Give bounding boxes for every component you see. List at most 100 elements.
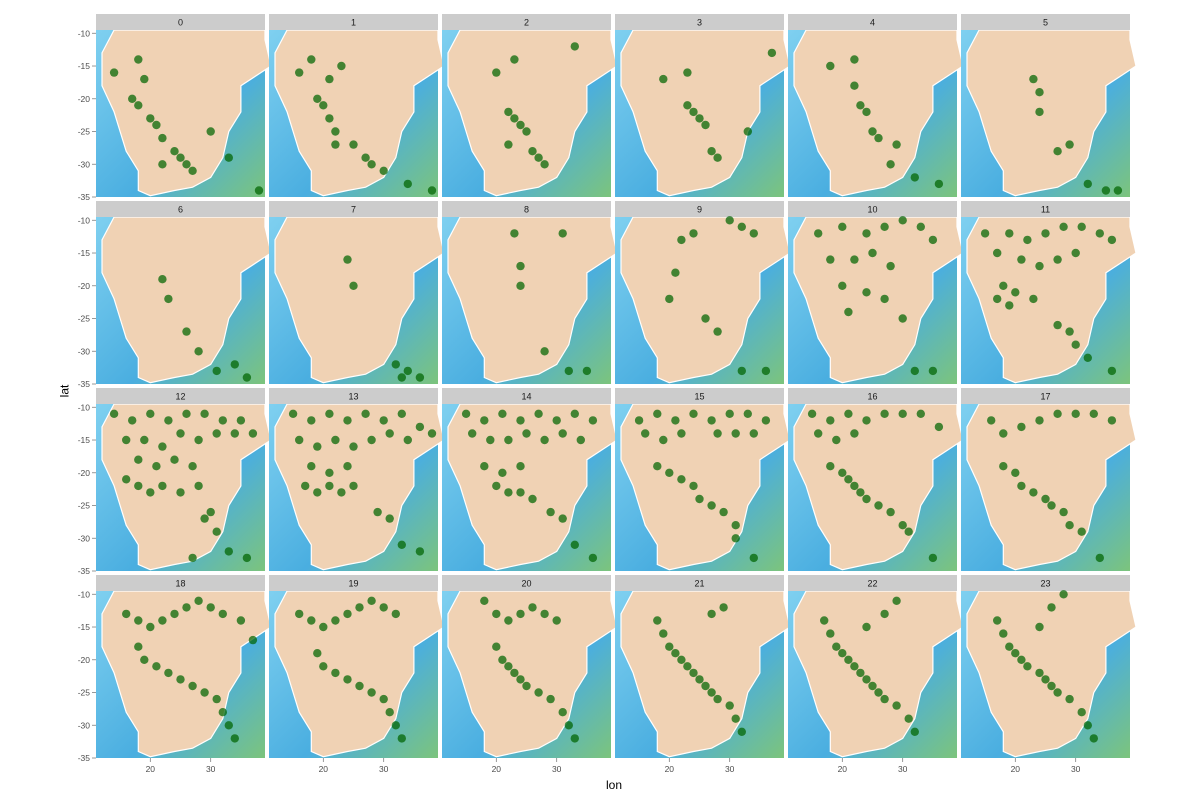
- facet-panel-0: 0: [96, 14, 272, 197]
- observation-point: [1035, 261, 1044, 271]
- observation-point: [856, 101, 865, 110]
- y-tick-label: -25: [78, 127, 91, 137]
- observation-point: [743, 409, 752, 418]
- observation-point: [862, 416, 871, 425]
- observation-point: [934, 422, 944, 432]
- observation-point: [904, 714, 913, 723]
- observation-point: [122, 475, 131, 484]
- observation-point: [164, 668, 173, 678]
- facet-strip: [442, 575, 611, 591]
- observation-point: [677, 655, 686, 664]
- observation-point: [504, 488, 513, 497]
- observation-point: [671, 416, 680, 425]
- observation-point: [707, 147, 716, 156]
- observation-point: [510, 55, 519, 64]
- observation-point: [1113, 186, 1123, 195]
- observation-point: [164, 294, 173, 304]
- land-mass: [793, 590, 964, 758]
- observation-point: [128, 416, 137, 425]
- observation-point: [1083, 721, 1093, 730]
- facet-strip-label: 23: [1040, 579, 1050, 589]
- observation-point: [807, 409, 817, 418]
- observation-point: [1041, 494, 1050, 504]
- x-axis-title: lon: [606, 778, 623, 792]
- observation-point: [814, 229, 823, 238]
- observation-point: [826, 629, 835, 638]
- y-tick-label: -25: [78, 688, 91, 698]
- observation-point: [385, 708, 394, 717]
- observation-point: [552, 616, 561, 625]
- observation-point: [886, 160, 895, 169]
- observation-point: [379, 166, 388, 175]
- observation-point: [1053, 320, 1062, 330]
- facet-strip: [788, 575, 957, 591]
- observation-point: [868, 127, 877, 136]
- facet-panel-5: 5: [961, 14, 1137, 197]
- observation-point: [212, 429, 221, 438]
- observation-point: [516, 261, 525, 271]
- observation-point: [850, 429, 859, 438]
- facet-strip-label: 5: [1043, 18, 1048, 28]
- observation-point: [480, 416, 489, 425]
- observation-point: [397, 409, 406, 418]
- observation-point: [230, 360, 239, 369]
- observation-point: [731, 429, 740, 438]
- observation-point: [1065, 140, 1074, 149]
- observation-point: [1029, 294, 1038, 304]
- y-tick-label: -25: [78, 314, 91, 324]
- observation-point: [158, 160, 167, 169]
- observation-point: [659, 629, 668, 638]
- observation-point: [176, 153, 185, 162]
- facet-panel-1: 1: [269, 14, 445, 197]
- facet-strip-label: 15: [694, 392, 704, 402]
- observation-point: [498, 468, 507, 477]
- observation-point: [122, 435, 131, 445]
- land-mass: [101, 590, 272, 758]
- observation-point: [427, 429, 437, 438]
- observation-point: [188, 166, 197, 175]
- observation-point: [731, 714, 740, 723]
- observation-point: [1035, 622, 1044, 632]
- facet-strip: [269, 388, 438, 404]
- observation-point: [1047, 501, 1056, 510]
- y-tick-label: -10: [78, 28, 91, 38]
- observation-point: [242, 373, 252, 382]
- facet-strip: [961, 14, 1130, 30]
- facet-panel-14: 14: [442, 388, 618, 571]
- x-tick-label: 20: [492, 764, 502, 774]
- observation-point: [510, 229, 519, 238]
- facet-strip-label: 13: [348, 392, 358, 402]
- observation-point: [188, 681, 197, 691]
- observation-point: [128, 94, 137, 104]
- facet-panel-2: 2: [442, 14, 618, 197]
- observation-point: [570, 409, 579, 418]
- observation-point: [826, 61, 835, 71]
- observation-point: [993, 616, 1002, 625]
- observation-point: [522, 681, 531, 691]
- observation-point: [331, 127, 340, 136]
- y-tick-label: -15: [78, 248, 91, 258]
- observation-point: [230, 734, 239, 743]
- observation-point: [844, 655, 853, 664]
- observation-point: [534, 153, 543, 162]
- observation-point: [343, 416, 352, 425]
- observation-point: [850, 255, 859, 264]
- observation-point: [1053, 147, 1062, 156]
- observation-point: [248, 635, 258, 645]
- facet-strip-label: 20: [521, 579, 531, 589]
- observation-point: [761, 366, 771, 376]
- observation-point: [886, 261, 895, 271]
- observation-point: [397, 373, 406, 382]
- observation-point: [516, 488, 525, 497]
- facet-panel-4: 4: [788, 14, 964, 197]
- observation-point: [236, 416, 246, 425]
- facet-strip: [442, 14, 611, 30]
- observation-point: [492, 481, 501, 491]
- observation-point: [1041, 229, 1050, 238]
- observation-point: [194, 435, 203, 445]
- observation-point: [880, 222, 889, 231]
- observation-point: [325, 481, 334, 491]
- observation-point: [1035, 107, 1044, 117]
- observation-point: [558, 229, 567, 238]
- observation-point: [385, 514, 394, 523]
